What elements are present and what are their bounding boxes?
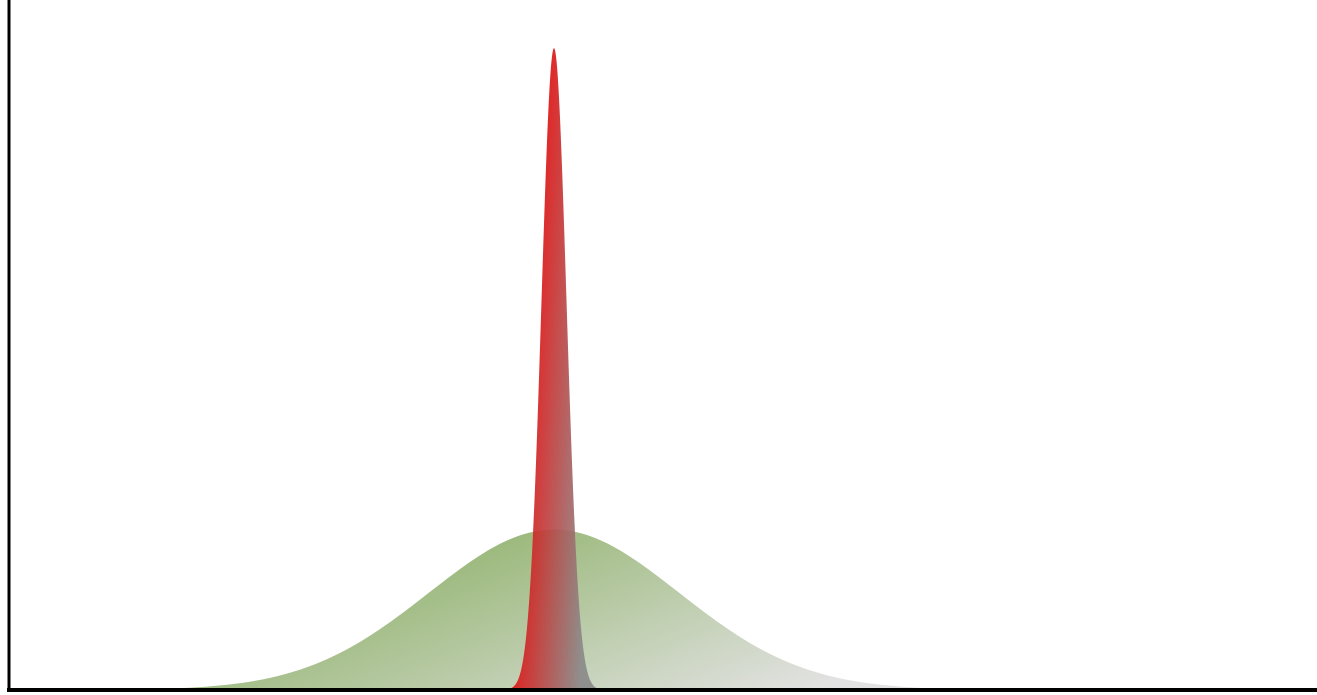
series-layer — [54, 48, 1054, 690]
narrow-distribution-area — [504, 48, 604, 690]
